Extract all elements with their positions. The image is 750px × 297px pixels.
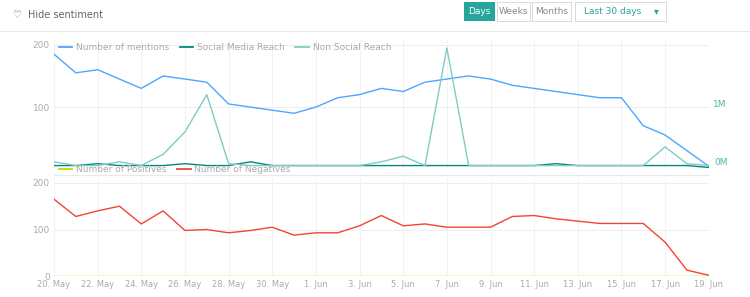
Text: 0M: 0M <box>714 157 728 167</box>
Legend: Number of mentions, Social Media Reach, Non Social Reach: Number of mentions, Social Media Reach, … <box>58 43 391 52</box>
Text: ▾: ▾ <box>655 7 659 17</box>
Text: Days: Days <box>468 7 490 16</box>
Text: Last 30 days: Last 30 days <box>584 7 641 16</box>
Text: ♡  Hide sentiment: ♡ Hide sentiment <box>13 10 104 20</box>
Legend: Number of Positives, Number of Negatives: Number of Positives, Number of Negatives <box>58 165 290 174</box>
Text: Months: Months <box>535 7 568 16</box>
Text: Weeks: Weeks <box>499 7 528 16</box>
